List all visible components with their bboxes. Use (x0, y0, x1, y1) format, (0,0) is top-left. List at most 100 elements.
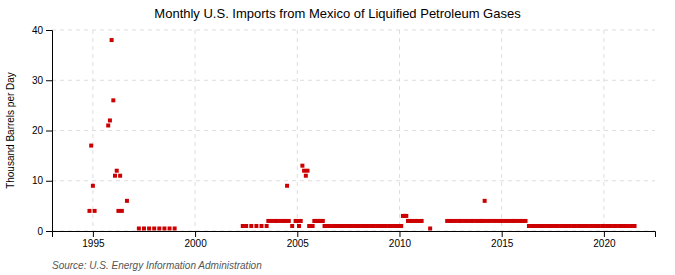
point (173, 226, 177, 230)
point (111, 98, 115, 102)
tick: 30 (32, 75, 52, 86)
tick-label: 1995 (82, 238, 105, 249)
point (535, 224, 539, 228)
chart: 199520002005201020152020010203040Monthly… (0, 0, 675, 275)
point (241, 224, 245, 228)
point (343, 224, 347, 228)
tick-mark (604, 231, 605, 237)
point (87, 209, 91, 213)
tick-label: 2005 (287, 238, 310, 249)
point (336, 224, 340, 228)
point (576, 224, 580, 228)
grid-line (52, 130, 655, 131)
grid-line (297, 30, 298, 231)
tick-mark (46, 231, 52, 232)
point (106, 123, 110, 127)
point (459, 219, 463, 223)
point (581, 224, 585, 228)
point (168, 226, 172, 230)
point (357, 224, 361, 228)
point (297, 224, 301, 228)
point (527, 224, 531, 228)
point (399, 224, 403, 228)
point (384, 224, 388, 228)
point (290, 224, 294, 228)
point (573, 224, 577, 228)
point (348, 224, 352, 228)
grid-line (52, 80, 655, 81)
point (622, 224, 626, 228)
grid-line (399, 30, 400, 231)
point (306, 169, 310, 173)
point (588, 224, 592, 228)
tick-mark (399, 231, 400, 237)
tick-mark (195, 231, 196, 237)
point (377, 224, 381, 228)
point (471, 219, 475, 223)
point (597, 224, 601, 228)
point (617, 224, 621, 228)
point (295, 219, 299, 223)
tick: 2010 (389, 231, 412, 249)
point (547, 224, 551, 228)
tick-mark (46, 131, 52, 132)
grid-line (603, 30, 604, 231)
grid-line (92, 30, 93, 231)
grid-line (52, 180, 655, 181)
point (328, 224, 332, 228)
tick: 2020 (593, 231, 616, 249)
point (323, 224, 327, 228)
point (285, 184, 289, 188)
plot: 199520002005201020152020010203040 (32, 25, 656, 249)
point (321, 219, 325, 223)
tick-label: 20 (32, 125, 44, 136)
point (409, 219, 413, 223)
point (495, 219, 499, 223)
point (93, 209, 97, 213)
tick-label: 10 (32, 175, 44, 186)
tick: 40 (32, 25, 52, 36)
point (157, 226, 161, 230)
tick: 10 (32, 175, 52, 186)
point (307, 224, 311, 228)
point (118, 174, 122, 178)
point (142, 226, 146, 230)
point (609, 224, 613, 228)
point (552, 224, 556, 228)
point (532, 224, 536, 228)
point (629, 224, 633, 228)
tick-label: 40 (32, 25, 44, 36)
tick: 2005 (287, 231, 310, 249)
point (481, 219, 485, 223)
point (515, 219, 519, 223)
point (561, 224, 565, 228)
axis-line (46, 31, 53, 232)
point (162, 226, 166, 230)
point (108, 118, 112, 122)
tick: 0 (37, 226, 52, 237)
grid-line (52, 30, 655, 31)
point (483, 199, 487, 203)
point (372, 224, 376, 228)
annotation: Source: U.S. Energy Information Administ… (52, 260, 262, 271)
tick-mark (502, 231, 503, 237)
x-axis: 199520002005201020152020 (53, 231, 656, 249)
tick-mark (46, 80, 52, 81)
point (520, 219, 524, 223)
point (265, 224, 269, 228)
tick-label: 30 (32, 75, 44, 86)
point (89, 144, 93, 148)
y-axis: 0 10 20 30 40 (32, 25, 53, 237)
points (87, 38, 636, 230)
point (152, 226, 156, 230)
point (614, 224, 618, 228)
point (91, 184, 95, 188)
point (113, 174, 117, 178)
point (541, 224, 545, 228)
tick-mark (93, 231, 94, 237)
point (260, 224, 264, 228)
point (491, 219, 495, 223)
point (392, 224, 396, 228)
tick-label: 0 (37, 226, 43, 237)
tick: 2000 (184, 231, 207, 249)
